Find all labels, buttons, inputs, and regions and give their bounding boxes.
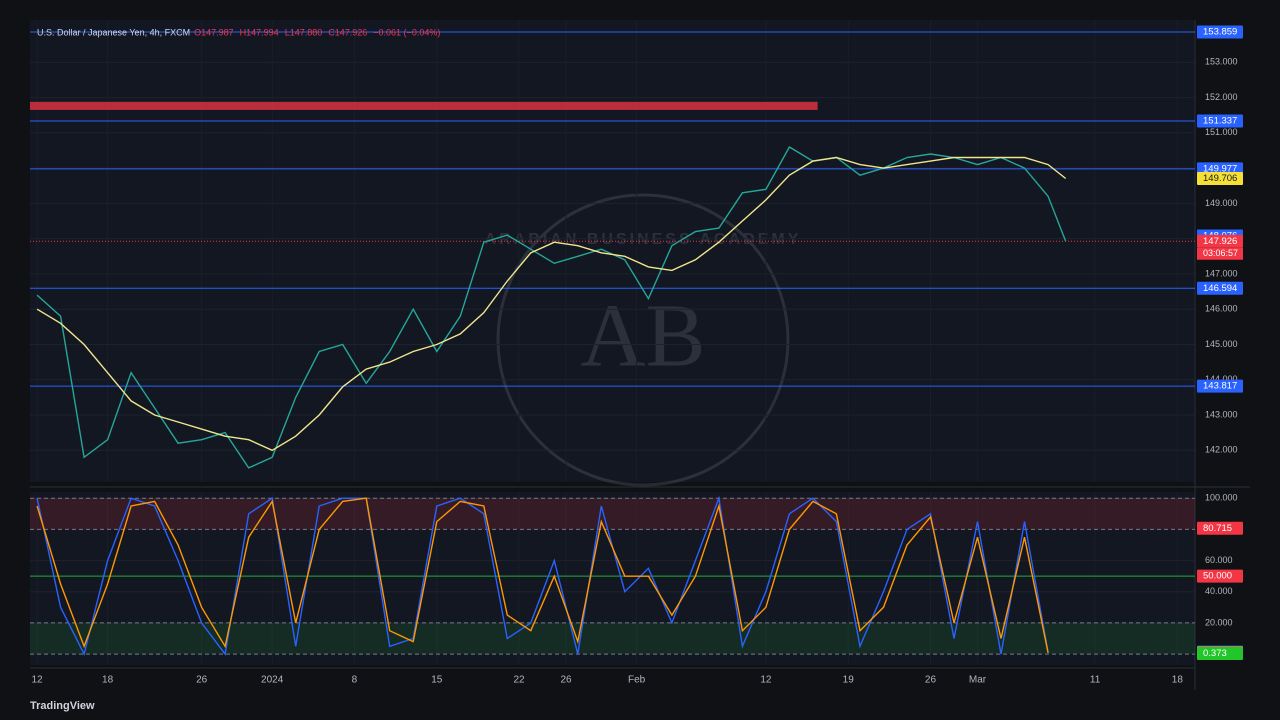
series-line [36, 156, 1067, 452]
header-value: −0.061 (−0.04%) [373, 27, 440, 37]
price-label: 151.337 [1203, 115, 1237, 126]
price-label: 0.373 [1203, 648, 1227, 659]
y-tick-label: 146.000 [1205, 304, 1238, 314]
symbol-title: U.S. Dollar / Japanese Yen, 4h, FXCM [37, 27, 190, 37]
y-tick-label: 60.000 [1205, 555, 1233, 565]
x-tick-label: 15 [431, 675, 443, 686]
price-label: 143.817 [1203, 381, 1237, 392]
price-label-box [1197, 379, 1243, 393]
price-label-box [1197, 521, 1243, 535]
price-label: 80.715 [1203, 523, 1232, 534]
y-tick-label: 142.000 [1205, 445, 1238, 455]
watermark: AB ARABIAN BUSINESS ACADEMY [485, 193, 802, 487]
watermark-name: ARABIAN BUSINESS ACADEMY [485, 231, 802, 248]
x-tick-label: 11 [1090, 675, 1101, 686]
pane: 20.000 40.000 60.000 100.000 12 18 26 2024 8 15 22… [30, 492, 1243, 686]
watermark-ring [496, 193, 790, 487]
x-tick-label: 8 [352, 675, 358, 686]
price-label: 147.926 [1203, 236, 1237, 247]
price-label-box [1197, 171, 1243, 185]
series-line [36, 495, 1049, 657]
y-tick-label: 151.000 [1205, 127, 1238, 137]
zone [30, 101, 818, 110]
series-line [36, 497, 1049, 654]
header-value: O147.987 [194, 27, 234, 37]
x-tick-label: 26 [196, 675, 208, 686]
y-tick-label: 149.000 [1205, 198, 1238, 208]
y-tick-label: 143.000 [1205, 409, 1238, 419]
x-tick-label: 12 [760, 675, 772, 686]
y-tick-label: 100.000 [1205, 493, 1238, 503]
price-label: 146.594 [1203, 283, 1237, 294]
countdown-box [1197, 247, 1243, 260]
x-tick-label: Feb [628, 675, 646, 686]
price-pane [30, 20, 1195, 482]
header-value: C147.926 [328, 27, 367, 37]
y-tick-label: 153.000 [1205, 57, 1238, 67]
price-label-box [1197, 281, 1243, 295]
zone [30, 498, 1195, 530]
x-tick-label: 26 [561, 675, 573, 686]
price-label-box [1197, 647, 1243, 661]
price-label: 149.977 [1203, 163, 1237, 174]
x-tick-label: 18 [102, 675, 114, 686]
pane: 142.000 143.000 144.000 145.000 146.000 147.0… [30, 20, 1243, 482]
x-tick-label: 19 [843, 675, 855, 686]
price-label: 50.000 [1203, 571, 1232, 582]
x-tick-label: 26 [925, 675, 937, 686]
series-line [36, 146, 1067, 469]
y-tick-label: 144.000 [1205, 374, 1238, 384]
x-tick-label: 22 [513, 675, 525, 686]
header-value: L147.880 [285, 27, 323, 37]
y-tick-label: 40.000 [1205, 586, 1233, 596]
y-tick-label: 145.000 [1205, 339, 1238, 349]
countdown: 03:06:57 [1203, 248, 1238, 258]
plots: 142.000 143.000 144.000 145.000 146.000 147.0… [30, 20, 1243, 686]
footer-brand: TradingView [30, 700, 95, 712]
price-label: 153.859 [1203, 27, 1237, 38]
y-tick-label: 20.000 [1205, 617, 1233, 627]
x-tick-label: 12 [31, 675, 43, 686]
price-label-box [1197, 569, 1243, 583]
x-tick-label: 18 [1172, 675, 1184, 686]
price-label-box [1197, 234, 1243, 248]
x-tick-label: 2024 [261, 675, 284, 686]
price-label: 149.706 [1203, 173, 1237, 184]
price-label-box [1197, 25, 1243, 39]
header-value: H147.994 [240, 27, 279, 37]
y-tick-label: 147.000 [1205, 268, 1238, 278]
x-tick-label: Mar [969, 675, 987, 686]
y-tick-label: 152.000 [1205, 92, 1238, 102]
price-label-box [1197, 114, 1243, 128]
watermark-logo: AB [580, 287, 705, 386]
